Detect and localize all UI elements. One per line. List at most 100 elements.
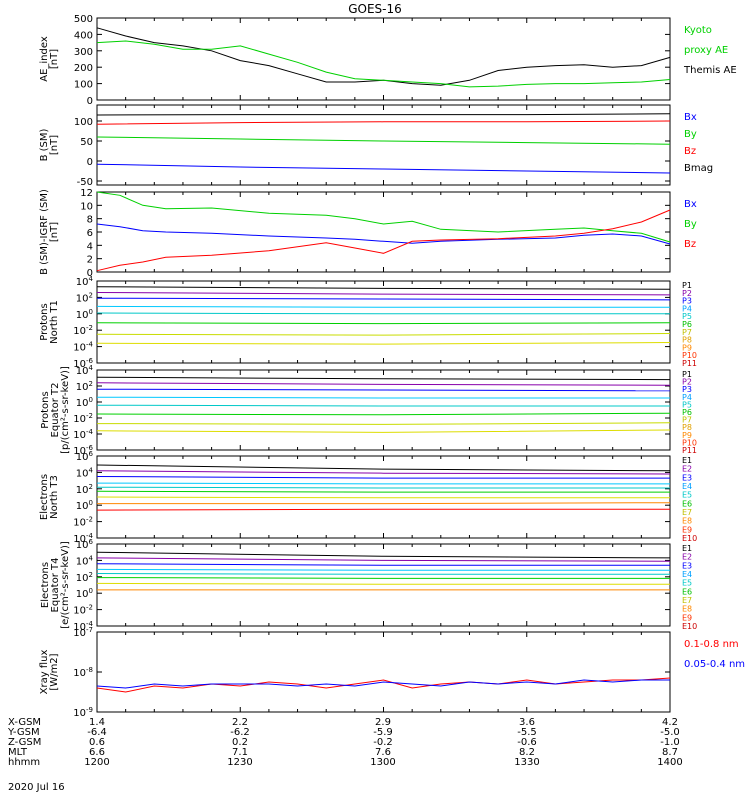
y-tick-label: 104 (76, 275, 94, 288)
x-row-value: 3.6 (519, 717, 535, 728)
x-row-value: 0.6 (89, 737, 105, 748)
legend-entry: P3 (682, 297, 692, 306)
y-tick-label: 10-2 (73, 516, 93, 529)
legend-entry: P8 (682, 336, 692, 345)
x-row-value: 1230 (227, 757, 252, 768)
x-row-value: 1400 (657, 757, 682, 768)
series-line-e1 (96, 551, 671, 559)
legend-entry: E7 (682, 596, 692, 605)
legend-entry: P9 (682, 343, 692, 352)
series-line-bz (96, 209, 671, 272)
legend-entry: P1 (682, 281, 692, 290)
y-tick-label: 102 (76, 291, 93, 304)
series-line-bx (96, 223, 671, 245)
x-row-value: 1.4 (89, 717, 105, 728)
legend-entry: E10 (682, 534, 697, 543)
legend-entry: Bz (684, 239, 696, 250)
series-line-bmag (96, 113, 671, 116)
series-line-e3 (96, 476, 670, 479)
y-tick-label: 100 (74, 117, 93, 128)
y-tick-label: 10-2 (73, 604, 93, 617)
y-axis-label: [e/(cm²-s-sr-keV)] (60, 541, 71, 629)
x-row-value: 4.2 (662, 717, 678, 728)
series-line-p2 (96, 382, 671, 386)
x-row-value: -6.4 (87, 727, 107, 738)
y-axis-label: [nT] (49, 135, 60, 155)
series-line-p6 (96, 322, 671, 325)
x-row-value: 8.7 (662, 747, 678, 758)
y-tick-label: 104 (76, 554, 94, 567)
series-line-p4 (96, 305, 670, 308)
series-line-by (96, 136, 671, 145)
series-line-p7 (96, 333, 671, 336)
series-line-e9 (96, 508, 670, 511)
legend-entry: E7 (682, 508, 692, 517)
y-tick-label: 10-2 (73, 324, 93, 337)
y-tick-label: 10-7 (73, 626, 93, 639)
series-line-p3 (96, 388, 671, 392)
y-axis-label: North T1 (49, 300, 60, 344)
series-line-p6 (96, 412, 671, 416)
legend-entry: E3 (682, 473, 692, 482)
y-axis-label: Protons (39, 303, 50, 340)
series-line-e2 (96, 470, 671, 475)
y-tick-label: 6 (87, 228, 93, 239)
legend-entry: P5 (682, 312, 692, 321)
y-tick-label: 10 (80, 201, 93, 212)
series-line-e3 (96, 563, 670, 566)
series-line-e4 (96, 482, 670, 485)
series-line-e6 (96, 490, 670, 493)
legend-entry: By (684, 129, 697, 140)
y-axis-label: [p/(cm²-s-sr-keV)] (60, 366, 71, 454)
x-row-value: 0.2 (232, 737, 248, 748)
y-tick-label: 12 (80, 188, 93, 199)
series-line-e7 (96, 496, 670, 499)
legend-entry: E10 (682, 622, 697, 631)
x-row-label: X-GSM (8, 717, 41, 728)
legend-entry: P5 (682, 400, 692, 409)
panel-ae: 0 100 200 300 400 500 AE_index [nT] Kyoto proxy A… (39, 14, 737, 107)
x-row-value: -0.6 (517, 737, 537, 748)
y-tick-label: 106 (76, 450, 94, 463)
plot-title: GOES-16 (348, 2, 402, 16)
legend-entry: P6 (682, 408, 692, 417)
y-tick-label: 104 (76, 466, 94, 479)
y-tick-label: 102 (76, 571, 93, 584)
date-label: 2020 Jul 16 (8, 782, 65, 793)
legend-entry: E6 (682, 587, 692, 596)
x-row-value: -5.0 (660, 727, 680, 738)
x-row-value: 2.9 (375, 717, 391, 728)
x-row-value: 6.6 (89, 747, 105, 758)
legend-entry: E9 (682, 525, 692, 534)
y-tick-label: 500 (74, 14, 93, 25)
legend-entry: E9 (682, 613, 692, 622)
series-line-e6 (96, 577, 670, 579)
x-row-label: Y-GSM (7, 727, 40, 738)
legend-entry: E5 (682, 491, 692, 500)
panel-frame (96, 369, 671, 451)
series-line-p2 (96, 292, 671, 296)
y-tick-label: 100 (76, 308, 93, 321)
legend-entry: P3 (682, 385, 692, 394)
y-tick-label: 300 (74, 47, 93, 58)
series-line-e5 (96, 486, 670, 489)
legend-entry: 0.1-0.8 nm (684, 639, 739, 650)
series-line-themis-ae (96, 27, 671, 86)
x-row-value: 7.1 (232, 747, 248, 758)
y-tick-label: 200 (74, 63, 93, 74)
legend-entry: P6 (682, 320, 692, 329)
legend-entry: E1 (682, 456, 692, 465)
y-tick-label: 100 (76, 396, 93, 409)
series-line-e7 (96, 582, 670, 585)
y-tick-label: 400 (74, 30, 93, 41)
y-axis-label: Xray flux (39, 650, 50, 695)
series-line-p4 (96, 396, 670, 399)
y-tick-label: 8 (87, 215, 93, 226)
series-line-p3 (96, 297, 671, 301)
legend-entry: P2 (682, 378, 692, 387)
y-axis-label: Electrons (40, 562, 51, 608)
y-tick-label: 10-2 (73, 412, 93, 425)
